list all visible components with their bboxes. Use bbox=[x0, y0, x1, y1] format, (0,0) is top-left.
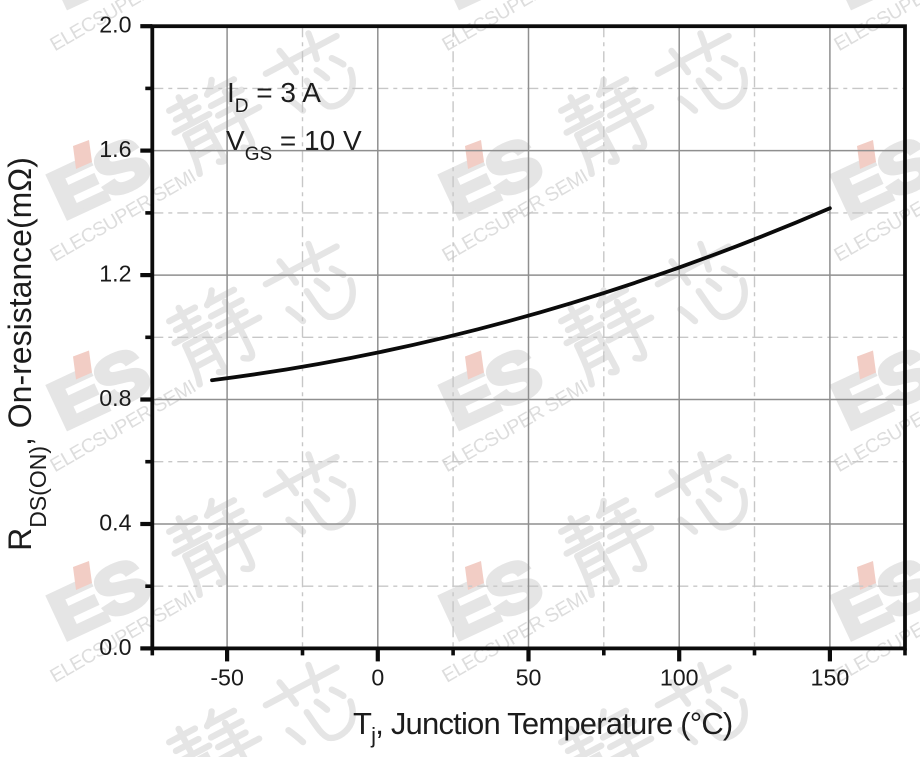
svg-text:1.2: 1.2 bbox=[99, 261, 131, 287]
svg-text:-50: -50 bbox=[210, 665, 244, 691]
svg-text:0.4: 0.4 bbox=[99, 510, 131, 536]
svg-text:100: 100 bbox=[660, 665, 699, 691]
svg-text:50: 50 bbox=[516, 665, 542, 691]
svg-text:0.8: 0.8 bbox=[99, 385, 131, 411]
svg-text:0: 0 bbox=[371, 665, 384, 691]
svg-text:0.0: 0.0 bbox=[99, 634, 131, 660]
svg-text:2.0: 2.0 bbox=[99, 12, 131, 38]
svg-text:150: 150 bbox=[811, 665, 850, 691]
svg-text:1.6: 1.6 bbox=[99, 136, 131, 162]
